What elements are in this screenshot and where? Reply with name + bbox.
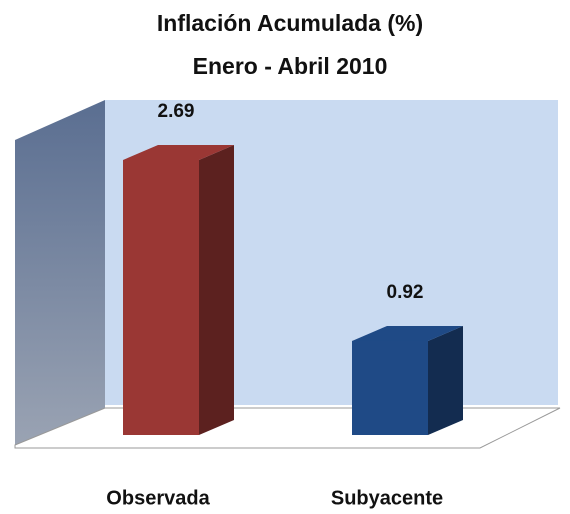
- bars: [123, 145, 463, 435]
- bar: [352, 325, 463, 435]
- floor: [14, 407, 561, 449]
- x-tick-label: Observada: [106, 487, 210, 509]
- value-label: 0.92: [387, 282, 424, 303]
- bar-side: [428, 325, 463, 435]
- bar-top: [352, 325, 463, 341]
- bar-front: [352, 340, 428, 435]
- side-wall: [15, 100, 105, 445]
- x-tick-label: Subyacente: [331, 487, 443, 509]
- bar-top: [123, 145, 234, 160]
- chart-title: Inflación Acumulada (%): [157, 10, 423, 36]
- bar: [123, 145, 234, 435]
- value-label: 2.69: [158, 101, 195, 122]
- bar-side: [199, 145, 234, 435]
- chart-subtitle: Enero - Abril 2010: [193, 53, 388, 79]
- bar-front: [123, 160, 199, 435]
